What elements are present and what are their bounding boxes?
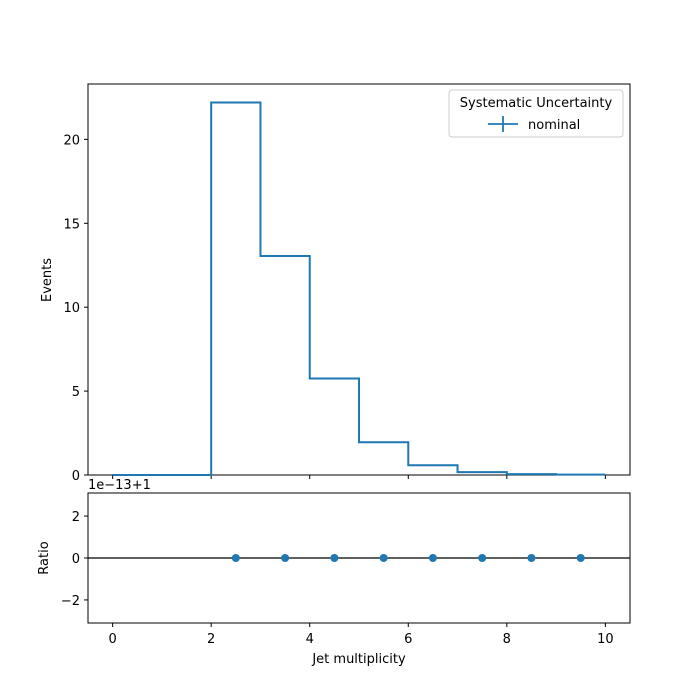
ratio-point xyxy=(428,554,437,562)
events-y-tick-label: 20 xyxy=(63,133,80,148)
ratio-offset-text: 1e−13+1 xyxy=(88,478,151,493)
legend-title: Systematic Uncertainty xyxy=(460,96,613,111)
ratio-y-tick-label: 0 xyxy=(72,552,80,567)
ratio-point xyxy=(379,554,388,562)
ratio-point xyxy=(527,554,536,562)
ratio-x-ticks: 0 2 4 6 8 10 xyxy=(108,623,614,647)
legend-nominal-marker xyxy=(488,116,518,132)
x-tick-label: 4 xyxy=(306,632,314,647)
ratio-point xyxy=(231,554,240,562)
x-axis-label: Jet multiplicity xyxy=(311,652,406,667)
ratio-y-ticks: −2 0 2 xyxy=(61,510,88,609)
ratio-point xyxy=(330,554,339,562)
events-y-tick-label: 15 xyxy=(63,217,80,232)
nominal-step-line xyxy=(112,101,606,476)
ratio-point xyxy=(576,554,585,562)
events-y-ticks: 0 5 10 15 20 xyxy=(63,133,88,484)
legend-box xyxy=(448,89,624,138)
ratio-point xyxy=(478,554,487,562)
events-panel: 0 5 10 15 20 Events Systematic Uncertainty n… xyxy=(40,83,631,484)
ratio-point xyxy=(281,554,290,562)
ratio-panel: −2 0 2 0 2 4 6 8 10 1e−13+1 Ratio Jet multiplic… xyxy=(37,478,631,667)
legend: Systematic Uncertainty nominal xyxy=(448,89,624,138)
ratio-points xyxy=(231,554,585,562)
x-tick-label: 0 xyxy=(108,632,116,647)
x-tick-label: 10 xyxy=(597,632,614,647)
events-y-axis-label: Events xyxy=(40,258,55,302)
x-tick-label: 8 xyxy=(503,632,511,647)
ratio-y-axis-label: Ratio xyxy=(37,541,52,574)
ratio-y-tick-label: 2 xyxy=(72,510,80,525)
x-tick-label: 2 xyxy=(207,632,215,647)
legend-nominal-label: nominal xyxy=(528,118,580,133)
events-y-tick-label: 0 xyxy=(72,469,80,484)
events-y-tick-label: 10 xyxy=(63,301,80,316)
ratio-y-tick-label: −2 xyxy=(61,594,80,609)
x-tick-label: 6 xyxy=(404,632,412,647)
events-y-tick-label: 5 xyxy=(72,385,80,400)
